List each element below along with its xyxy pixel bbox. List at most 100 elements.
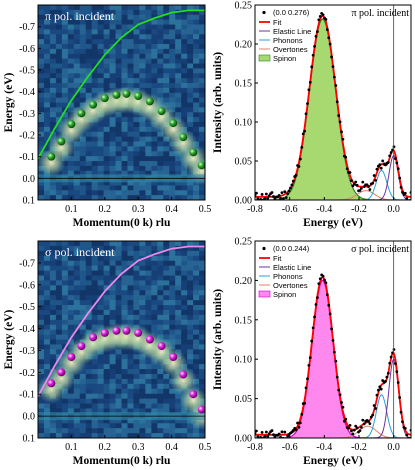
heatmap-cell: [91, 433, 99, 438]
heatmap-cell: [175, 83, 182, 89]
heatmap-cell: [127, 39, 134, 45]
heatmap-cell: [85, 383, 93, 390]
heatmap-cell: [181, 58, 188, 64]
heatmap-cell: [103, 73, 111, 79]
heatmap-cell: [187, 195, 194, 200]
data-point: [401, 190, 404, 194]
heatmap-cell: [103, 354, 111, 360]
heatmap-cell: [175, 112, 182, 118]
heatmap-cell: [73, 423, 81, 429]
heatmap-cell: [193, 24, 200, 30]
legend-data-marker: [262, 246, 266, 251]
heatmap-cell: [49, 285, 57, 291]
heatmap-cell: [133, 408, 140, 414]
heatmap-cell: [169, 329, 176, 336]
heatmap-cell: [79, 19, 87, 25]
heatmap-cell: [151, 34, 158, 40]
heatmap-cell: [109, 39, 117, 45]
heatmap-cell: [157, 58, 164, 64]
heatmap-cell: [133, 5, 140, 11]
heatmap-cell: [73, 319, 81, 326]
x-tick-label: -0.8: [247, 204, 263, 215]
heatmap-cell: [169, 265, 176, 272]
heatmap-cell: [61, 398, 69, 405]
data-point: [341, 405, 345, 409]
heatmap-cell: [91, 428, 99, 434]
heatmap-cell: [109, 241, 117, 247]
heatmap-cell: [38, 107, 45, 113]
heatmap-cell: [109, 285, 117, 291]
legend-swatch: [258, 54, 271, 62]
heatmap-cell: [85, 314, 93, 321]
heatmap-cell: [139, 34, 146, 40]
data-point: [371, 413, 375, 417]
heatmap-cell: [61, 78, 69, 84]
heatmap-cell: [175, 73, 182, 79]
heatmap-cell: [163, 68, 170, 74]
heatmap-cell: [115, 83, 122, 89]
heatmap-cell: [115, 255, 122, 262]
heatmap-cell: [109, 117, 117, 123]
heatmap-cell: [199, 44, 205, 50]
heatmap-cell: [133, 156, 140, 162]
heatmap-cell: [115, 136, 122, 142]
heatmap-cell: [145, 378, 152, 385]
heatmap-cell: [109, 418, 117, 424]
heatmap-cell: [199, 97, 205, 103]
heatmap-cell: [175, 161, 182, 167]
heatmap-cell: [55, 250, 63, 257]
heatmap-cell: [151, 19, 158, 25]
heatmap-cell: [175, 53, 182, 60]
heatmap-cell: [38, 369, 45, 375]
heatmap-cell: [97, 241, 105, 247]
x-tick-label: 0.4: [165, 204, 178, 215]
heatmap-cell: [187, 319, 194, 326]
heatmap-cell: [43, 126, 51, 133]
heatmap-cell: [133, 131, 140, 138]
heatmap-cell: [61, 433, 69, 438]
heatmap-cell: [157, 73, 164, 79]
heatmap-cell: [145, 19, 152, 25]
data-point: [335, 100, 339, 104]
heatmap-cell: [79, 378, 87, 385]
heatmap-cell: [193, 305, 200, 311]
heatmap-cell: [151, 403, 158, 409]
heatmap-cell: [67, 255, 75, 262]
heatmap-cell: [85, 423, 93, 429]
heatmap-cell: [115, 354, 122, 360]
heatmap-cell: [61, 408, 69, 414]
heatmap-cell: [163, 14, 170, 21]
heatmap-cell: [73, 48, 81, 55]
heatmap-cell: [49, 24, 57, 30]
heatmap-cell: [67, 285, 75, 291]
heatmap-cell: [175, 339, 182, 345]
heatmap-cell: [121, 34, 128, 40]
heatmap-cell: [38, 29, 45, 35]
data-point: [272, 433, 275, 437]
data-point: [379, 166, 383, 170]
heatmap-cell: [85, 373, 93, 380]
heatmap-cell: [145, 245, 152, 252]
heatmap-cell: [103, 305, 111, 311]
heatmap-cell: [187, 9, 194, 16]
y-tick-label: -0.5: [19, 66, 35, 77]
heatmap-cell: [91, 364, 99, 370]
heatmap-cell: [79, 151, 87, 157]
data-point: [314, 303, 318, 306]
heatmap-cell: [115, 14, 122, 21]
heatmap-cell: [193, 309, 200, 316]
heatmap-cell: [61, 53, 69, 60]
heatmap-cell: [73, 373, 81, 380]
heatmap-cell: [38, 117, 45, 123]
heatmap-cell: [97, 68, 105, 74]
heatmap-cell: [163, 156, 170, 162]
heatmap-cell: [175, 34, 182, 40]
heatmap-cell: [187, 423, 194, 429]
heatmap-cell: [67, 92, 75, 99]
heatmap-cell: [103, 156, 111, 162]
data-point: [395, 370, 399, 374]
data-point: [359, 186, 363, 190]
heatmap-cell: [151, 398, 158, 405]
heatmap-cell: [79, 275, 87, 281]
heatmap-cell: [115, 309, 122, 316]
